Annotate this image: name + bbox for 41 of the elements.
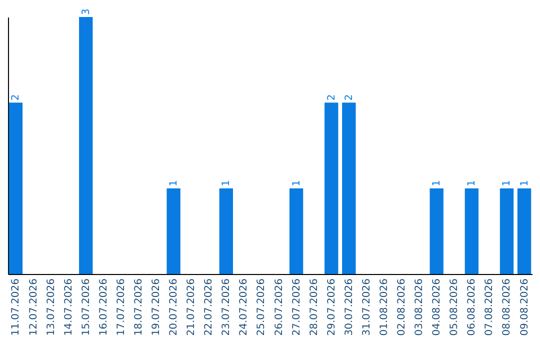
x-tick-label: 06.08.2026	[466, 278, 478, 336]
x-tick-label: 31.07.2026	[361, 278, 372, 336]
x-tick-label: 24.07.2026	[238, 278, 250, 336]
x-tick-label: 30.07.2026	[344, 278, 355, 336]
x-tick-label: 05.08.2026	[449, 278, 460, 336]
x-tick-label: 23.07.2026	[221, 278, 232, 336]
x-tick-label: 25.07.2026	[256, 278, 268, 336]
x-tick-label: 15.07.2026	[80, 278, 92, 336]
x-tick-label: 04.08.2026	[432, 278, 443, 336]
x-tick-label: 07.08.2026	[484, 278, 496, 336]
data-label: 1	[291, 180, 302, 186]
data-label: 2	[344, 94, 355, 101]
x-tick-label: 01.08.2026	[378, 278, 390, 336]
x-tick-label: 21.07.2026	[186, 278, 198, 336]
x-tick-label: 11.07.2026	[10, 278, 22, 336]
x-tick-label: 02.08.2026	[396, 278, 408, 336]
x-tick-label: 18.07.2026	[133, 278, 144, 336]
x-tick-label: 19.07.2026	[151, 278, 162, 336]
data-label: 2	[10, 94, 22, 101]
x-tick-label: 22.07.2026	[204, 278, 215, 336]
x-tick-label: 29.07.2026	[326, 278, 338, 336]
x-tick-label: 12.07.2026	[28, 278, 40, 336]
x-tick-label: 16.07.2026	[98, 278, 110, 336]
x-tick-label: 17.07.2026	[116, 278, 127, 336]
data-label: 1	[168, 180, 180, 186]
x-tick-label: 27.07.2026	[291, 278, 302, 336]
data-label: 3	[80, 8, 92, 15]
data-label: 1	[221, 180, 232, 186]
data-label: 1	[502, 180, 513, 186]
x-tick-label: 20.07.2026	[168, 278, 180, 336]
x-tick-label: 28.07.2026	[308, 278, 320, 336]
x-tick-label: 09.08.2026	[519, 278, 530, 336]
data-label: 1	[466, 180, 478, 186]
x-tick-label: 08.08.2026	[502, 278, 513, 336]
x-tick-label: 14.07.2026	[63, 278, 74, 336]
data-label: 2	[326, 94, 338, 101]
data-label: 1	[519, 180, 530, 186]
x-tick-label: 26.07.2026	[274, 278, 285, 336]
data-label: 1	[432, 180, 443, 186]
x-tick-label: 03.08.2026	[414, 278, 426, 336]
x-tick-label: 13.07.2026	[46, 278, 57, 336]
